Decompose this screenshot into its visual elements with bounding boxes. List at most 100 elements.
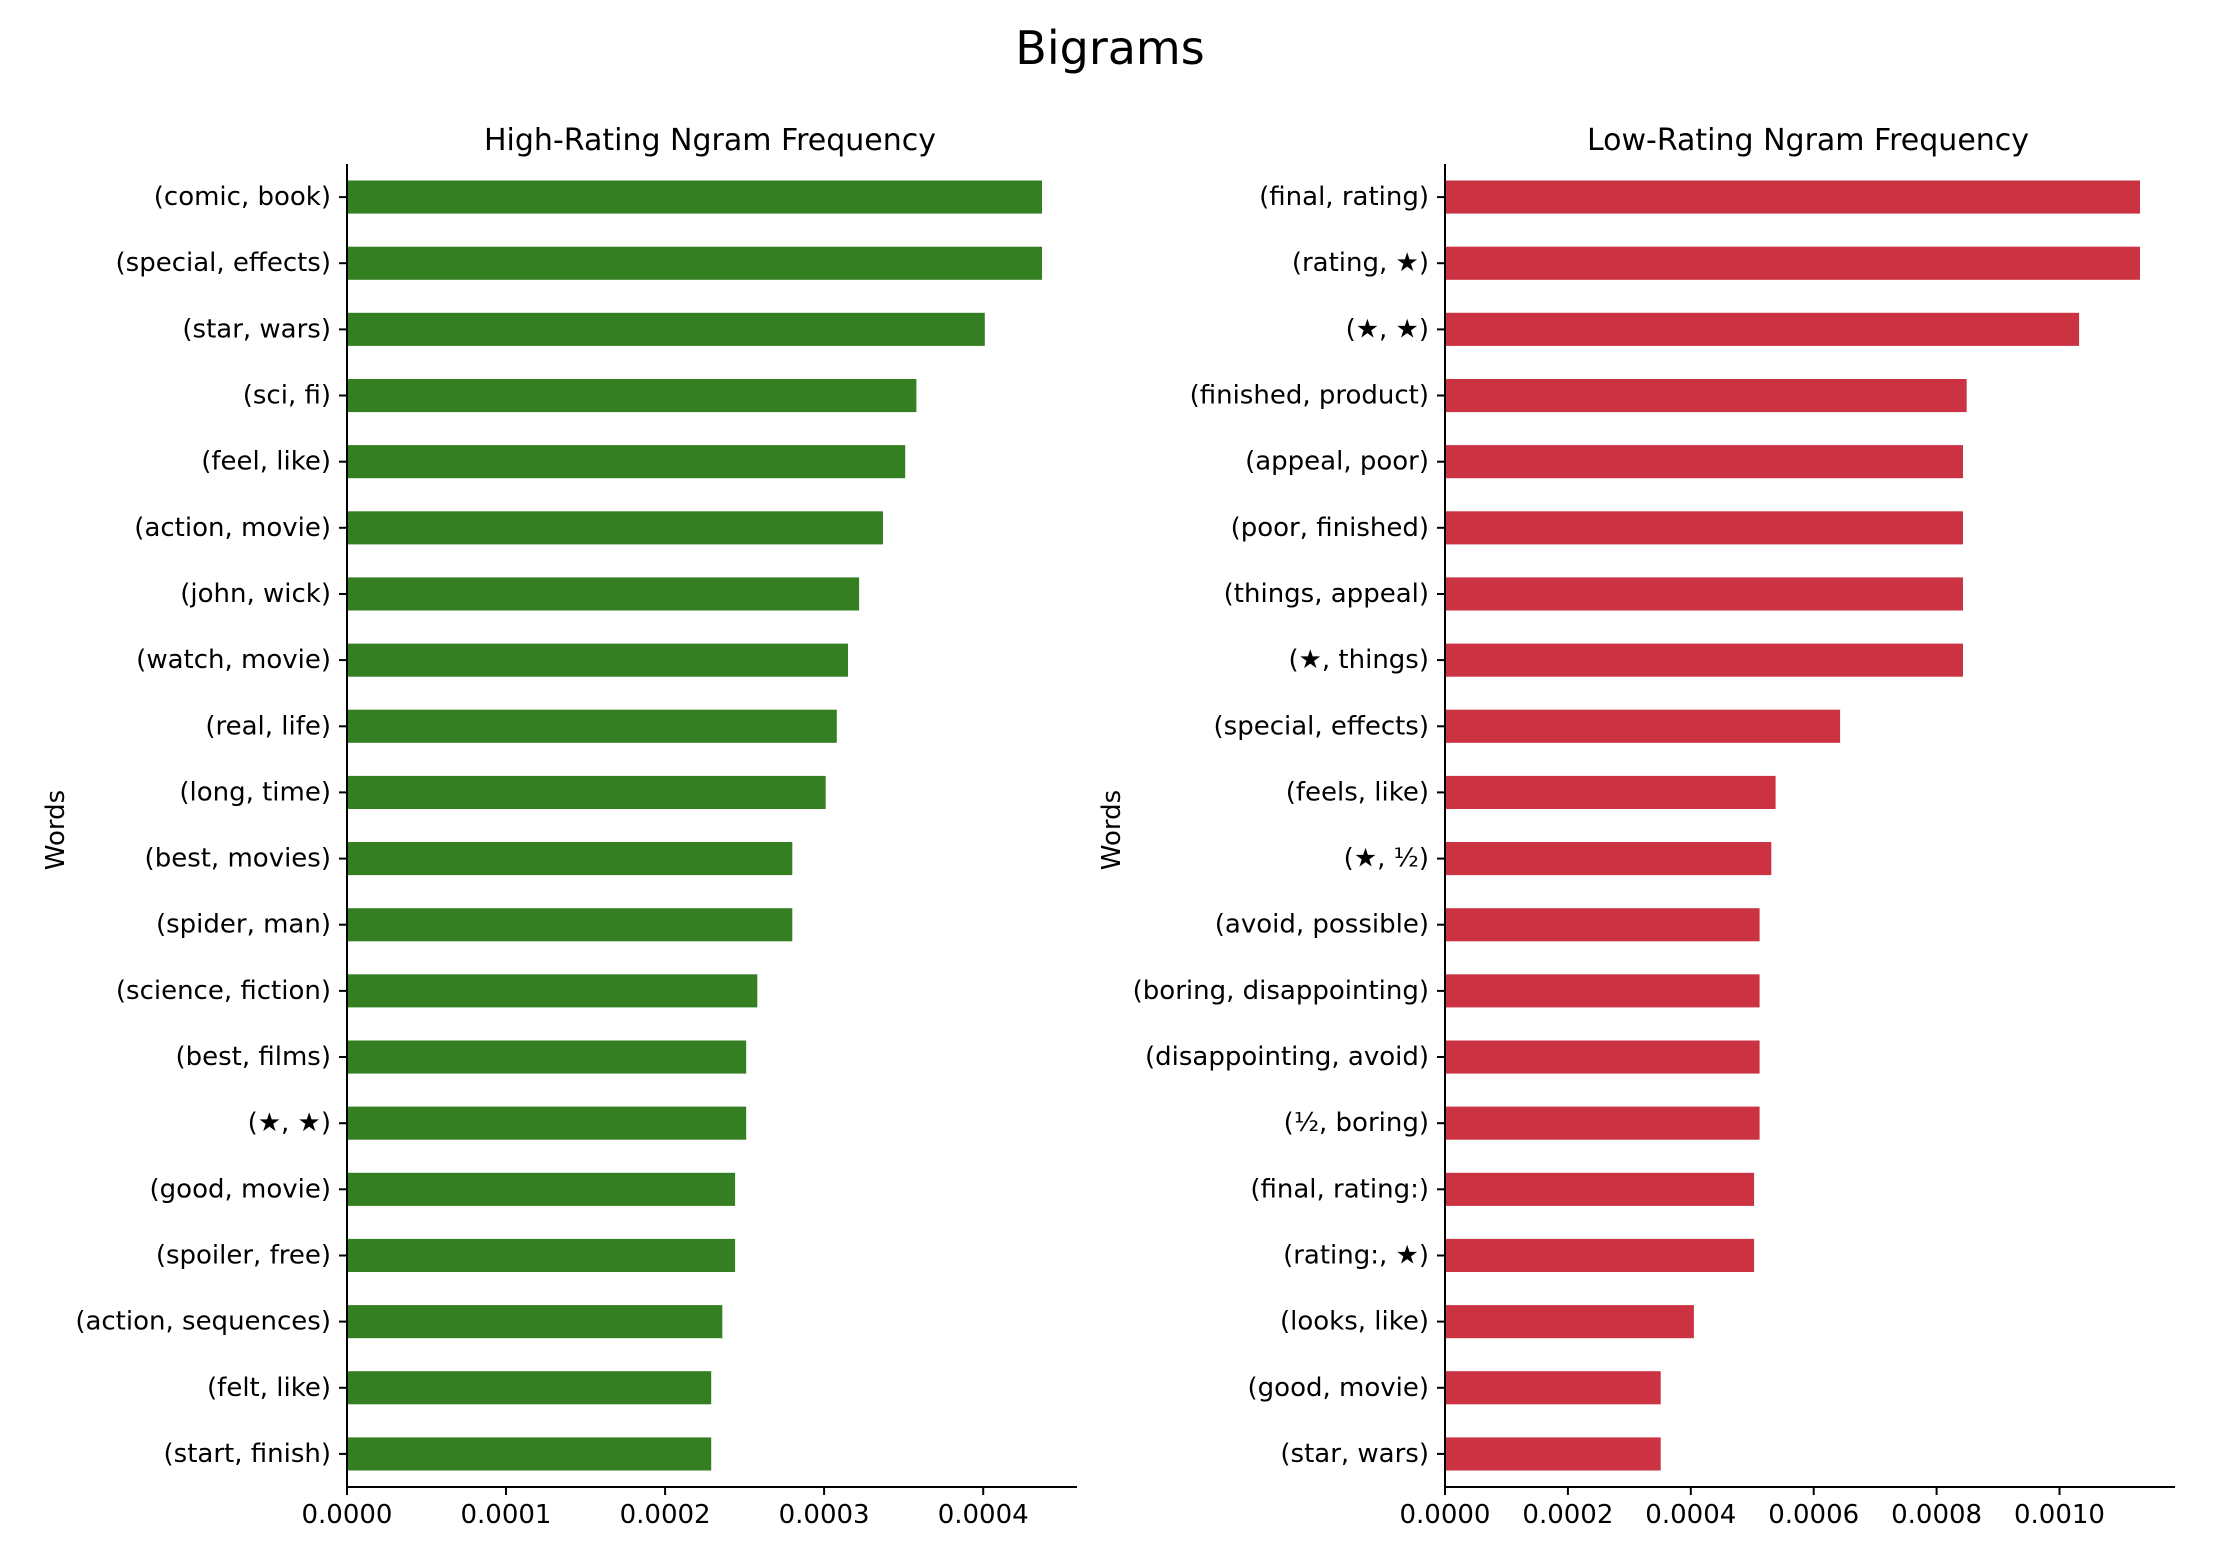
high-rating-bar: [347, 180, 1042, 214]
low-rating-bar: [1445, 842, 1772, 876]
low-rating-bar: [1445, 974, 1760, 1008]
low-rating-bars: [1445, 180, 2140, 1471]
low-rating-bar: [1445, 577, 1963, 611]
low-rating-bar: [1445, 643, 1963, 677]
low-rating-x-tick-label: 0.0008: [1891, 1500, 1982, 1530]
low-rating-bar: [1445, 908, 1760, 942]
low-rating-category-label: (finished, product): [1190, 381, 1429, 411]
low-rating-category-label: (special, effects): [1214, 711, 1429, 741]
high-rating-category-labels: (comic, book) (special, effects) (star, wa…: [75, 182, 347, 1469]
low-rating-category-label: (disappointing, avoid): [1145, 1042, 1429, 1072]
low-rating-category-labels: (final, rating) (rating, ★) (★, ★) (finishe…: [1133, 182, 1445, 1469]
low-rating-category-label: (rating, ★): [1292, 248, 1429, 278]
high-rating-bar: [347, 1040, 747, 1074]
high-rating-category-label: (best, movies): [145, 844, 331, 874]
low-rating-bar: [1445, 709, 1841, 743]
high-rating-category-label: (action, sequences): [75, 1307, 331, 1337]
high-rating-bar: [347, 709, 837, 743]
low-rating-y-axis-label: Words: [1097, 790, 1127, 870]
high-rating-category-label: (spoiler, free): [156, 1241, 331, 1271]
low-rating-category-label: (feels, like): [1286, 777, 1429, 807]
high-rating-category-label: (feel, like): [201, 447, 331, 477]
high-rating-category-label: (felt, like): [207, 1373, 331, 1403]
low-rating-category-label: (★, ½): [1344, 844, 1429, 874]
low-rating-x-tick-label: 0.0004: [1645, 1500, 1736, 1530]
low-rating-bar: [1445, 379, 1967, 413]
low-rating-bar: [1445, 246, 2140, 280]
high-rating-category-label: (long, time): [179, 777, 331, 807]
high-rating-bar: [347, 842, 793, 876]
high-rating-x-ticks: 0.0000 0.0001 0.0002 0.0003 0.0004: [302, 1487, 1029, 1530]
high-rating-bar: [347, 312, 985, 346]
low-rating-category-label: (rating:, ★): [1283, 1241, 1429, 1271]
high-rating-bar: [347, 1172, 736, 1206]
high-rating-category-label: (comic, book): [154, 182, 331, 212]
high-rating-bar: [347, 775, 826, 809]
low-rating-category-label: (final, rating): [1259, 182, 1429, 212]
high-rating-category-label: (john, wick): [180, 579, 331, 609]
low-rating-bar: [1445, 775, 1776, 809]
low-rating-category-label: (final, rating:): [1250, 1174, 1429, 1204]
low-rating-bar: [1445, 312, 2080, 346]
high-rating-category-label: (start, finish): [164, 1439, 331, 1469]
high-rating-bars: [347, 180, 1042, 1471]
high-rating-category-label: (watch, movie): [136, 645, 331, 675]
low-rating-category-label: (looks, like): [1280, 1307, 1429, 1337]
high-rating-category-label: (★, ★): [248, 1108, 331, 1138]
low-rating-category-label: (★, ★): [1346, 314, 1429, 344]
high-rating-bar: [347, 1238, 736, 1272]
low-rating-bar: [1445, 1106, 1760, 1140]
low-rating-category-label: (good, movie): [1248, 1373, 1429, 1403]
low-rating-category-label: (boring, disappointing): [1133, 976, 1429, 1006]
low-rating-x-tick-label: 0.0010: [2014, 1500, 2105, 1530]
low-rating-x-ticks: 0.0000 0.0002 0.0004 0.0006 0.0008 0.0010: [1400, 1487, 2105, 1530]
low-rating-bar: [1445, 180, 2140, 214]
low-rating-category-label: (appeal, poor): [1245, 447, 1429, 477]
low-rating-bar: [1445, 1371, 1661, 1405]
high-rating-bar: [347, 1371, 712, 1405]
high-rating-x-tick-label: 0.0001: [461, 1500, 552, 1530]
high-rating-bar: [347, 445, 906, 479]
high-rating-x-tick-label: 0.0003: [779, 1500, 870, 1530]
low-rating-bar: [1445, 445, 1963, 479]
high-rating-category-label: (star, wars): [182, 314, 331, 344]
low-rating-bar: [1445, 1040, 1760, 1074]
low-rating-category-label: (avoid, possible): [1215, 910, 1429, 940]
low-rating-bar: [1445, 1172, 1755, 1206]
high-rating-category-label: (action, movie): [134, 513, 331, 543]
high-rating-category-label: (real, life): [205, 711, 331, 741]
high-rating-bar: [347, 577, 860, 611]
figure-title: Bigrams: [1015, 21, 1204, 75]
low-rating-chart-title: Low-Rating Ngram Frequency: [1587, 123, 2029, 158]
low-rating-category-label: (star, wars): [1280, 1439, 1429, 1469]
high-rating-x-tick-label: 0.0004: [938, 1500, 1029, 1530]
high-rating-category-label: (good, movie): [150, 1174, 331, 1204]
low-rating-bar: [1445, 1305, 1694, 1339]
high-rating-bar: [347, 1305, 723, 1339]
high-rating-bar: [347, 974, 758, 1008]
high-rating-panel: High-Rating Ngram Frequency Words (comic…: [41, 123, 1077, 1530]
high-rating-category-label: (special, effects): [116, 248, 331, 278]
high-rating-category-label: (best, films): [175, 1042, 331, 1072]
high-rating-x-tick-label: 0.0000: [302, 1500, 393, 1530]
high-rating-bar: [347, 643, 848, 677]
low-rating-x-tick-label: 0.0006: [1768, 1500, 1859, 1530]
low-rating-bar: [1445, 1238, 1755, 1272]
high-rating-chart-title: High-Rating Ngram Frequency: [484, 123, 936, 158]
high-rating-bar: [347, 246, 1042, 280]
high-rating-bar: [347, 1106, 747, 1140]
high-rating-x-tick-label: 0.0002: [620, 1500, 711, 1530]
low-rating-bar: [1445, 511, 1963, 545]
low-rating-bar: [1445, 1437, 1661, 1471]
low-rating-panel: Low-Rating Ngram Frequency Words (final,…: [1097, 123, 2175, 1530]
high-rating-category-label: (sci, fi): [243, 381, 331, 411]
high-rating-bar: [347, 511, 883, 545]
low-rating-category-label: (★, things): [1288, 645, 1429, 675]
high-rating-bar: [347, 379, 917, 413]
low-rating-x-tick-label: 0.0002: [1522, 1500, 1613, 1530]
high-rating-bar: [347, 1437, 712, 1471]
low-rating-x-tick-label: 0.0000: [1400, 1500, 1491, 1530]
low-rating-category-label: (things, appeal): [1224, 579, 1429, 609]
high-rating-y-axis-label: Words: [41, 790, 71, 870]
